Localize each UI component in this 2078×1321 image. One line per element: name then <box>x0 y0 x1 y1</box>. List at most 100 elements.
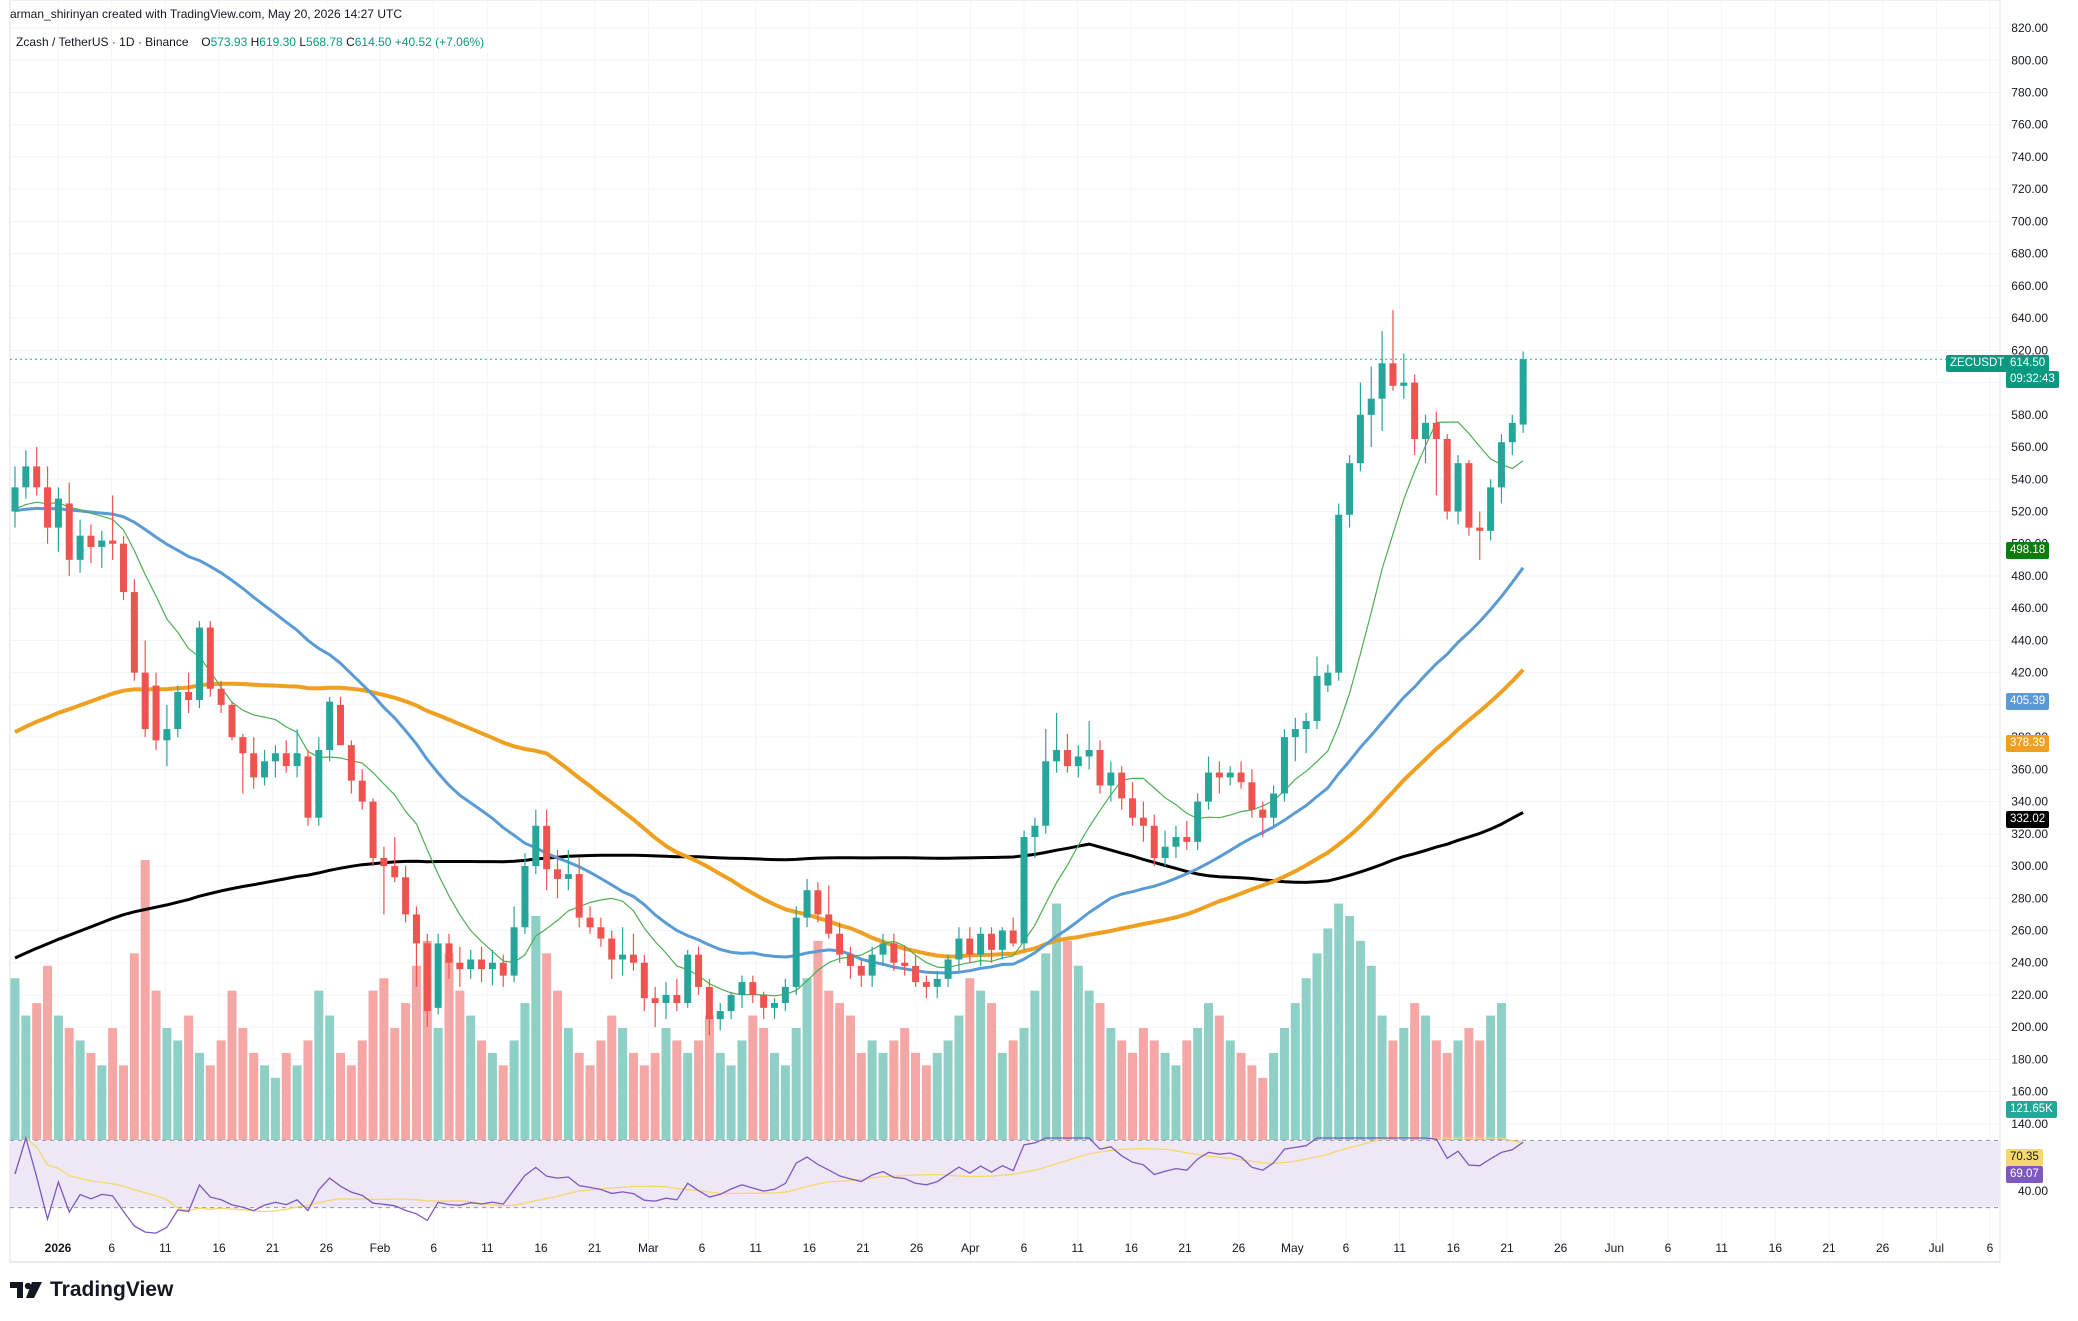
symbol-legend[interactable]: Zcash / TetherUS · 1D · Binance O573.93 … <box>16 35 484 49</box>
volume-bar <box>455 990 465 1140</box>
volume-bar <box>249 1052 259 1140</box>
candle-body <box>337 704 344 746</box>
volume-bar <box>1312 953 1322 1140</box>
volume-bar <box>954 1015 964 1140</box>
time-tick-label: 2026 <box>45 1241 72 1255</box>
volume-bar <box>737 1040 747 1140</box>
candle-body <box>532 825 540 867</box>
volume-bar <box>1204 1003 1213 1140</box>
volume-bar <box>1377 1015 1387 1140</box>
volume-bar <box>932 1052 942 1140</box>
volume-bar <box>921 1065 931 1140</box>
candle-body <box>206 627 214 689</box>
time-tick-label: 6 <box>1987 1241 1994 1255</box>
volume-bar <box>683 1052 693 1140</box>
candle-body <box>412 914 420 944</box>
volume-bar <box>1442 1052 1452 1140</box>
candle-body <box>1356 414 1364 464</box>
price-tick-label: 260.00 <box>2011 924 2048 938</box>
candle-body <box>1411 382 1419 439</box>
candle-body <box>955 938 963 960</box>
volume-bar <box>357 1040 367 1140</box>
candle-body <box>792 917 800 987</box>
candle-body <box>912 965 920 983</box>
volume-bar <box>1247 1065 1257 1140</box>
candle-body <box>76 535 84 560</box>
candle-body <box>467 959 475 970</box>
candle-body <box>217 688 225 705</box>
open-label: O <box>201 35 211 49</box>
candle-body <box>1465 463 1473 528</box>
tradingview-logo[interactable]: TradingView <box>10 1278 173 1302</box>
volume-bar <box>1464 1028 1474 1140</box>
volume-bar <box>1496 1003 1506 1140</box>
volume-bar <box>607 1015 617 1140</box>
candle-body <box>1335 514 1343 673</box>
price-tick-label: 180.00 <box>2011 1052 2048 1066</box>
candle-body <box>293 753 301 767</box>
volume-bar <box>1062 940 1072 1140</box>
candle-body <box>1270 793 1278 818</box>
candle-body <box>44 487 52 528</box>
volume-bar <box>368 990 378 1140</box>
candle-body <box>738 982 746 995</box>
volume-bar <box>75 1040 85 1140</box>
volume-bar <box>1366 965 1376 1140</box>
volume-bar <box>694 1040 704 1140</box>
candle-body <box>760 994 768 1008</box>
candle-body <box>174 692 182 730</box>
candle-body <box>554 869 561 879</box>
price-tick-label: 300.00 <box>2011 859 2048 873</box>
volume-bar <box>1128 1052 1138 1140</box>
volume-bar <box>715 1052 725 1140</box>
candle-body <box>1367 398 1375 415</box>
candle-body <box>1031 825 1039 838</box>
volume-bar <box>53 1015 63 1140</box>
candle-body <box>651 998 659 1004</box>
volume-bar <box>1323 928 1333 1140</box>
volume-bar <box>770 1052 779 1140</box>
candle-body <box>1378 363 1386 399</box>
candle-body <box>608 938 616 960</box>
candle-body <box>499 962 507 976</box>
candle-body <box>1107 772 1115 786</box>
ma-orange-line <box>14 668 1525 959</box>
volume-bar <box>21 1015 31 1140</box>
time-tick-label: Jun <box>1605 1241 1624 1255</box>
time-tick-label: 11 <box>1715 1241 1728 1255</box>
volume-bar <box>574 1052 584 1140</box>
volume-bar <box>867 1040 877 1140</box>
volume-bar <box>520 1003 530 1140</box>
volume-bar <box>889 1040 899 1140</box>
candle-body <box>1129 798 1137 818</box>
candle-body <box>825 914 833 934</box>
volume-bar <box>976 990 986 1140</box>
volume-bar <box>1193 1028 1203 1140</box>
candle-body <box>586 917 594 928</box>
candle-body <box>239 737 247 754</box>
volume-bar <box>704 1015 714 1140</box>
price-tick-label: 240.00 <box>2011 956 2048 970</box>
time-tick-label: Mar <box>638 1241 659 1255</box>
volume-bar <box>856 1052 866 1140</box>
candle-body <box>1389 363 1397 386</box>
volume-bar <box>1106 1028 1116 1140</box>
low-label: L <box>299 35 307 49</box>
volume-bar <box>303 1040 313 1140</box>
candle-body <box>705 986 713 1020</box>
low-value: 568.78 <box>306 35 343 49</box>
candle-body <box>1497 442 1505 488</box>
volume-bar <box>119 1065 128 1140</box>
time-tick-label: 6 <box>1021 1241 1028 1255</box>
price-tick-label: 640.00 <box>2011 311 2048 325</box>
candle-body <box>228 704 236 738</box>
candle-body <box>1519 359 1527 425</box>
candle-body <box>521 866 529 928</box>
volume-bar <box>965 978 975 1140</box>
volume-bar <box>1301 978 1311 1140</box>
time-tick-label: 26 <box>910 1241 924 1255</box>
price-tick-label: 160.00 <box>2011 1085 2048 1099</box>
candle-body <box>944 959 952 979</box>
time-tick-label: 16 <box>1447 1241 1461 1255</box>
